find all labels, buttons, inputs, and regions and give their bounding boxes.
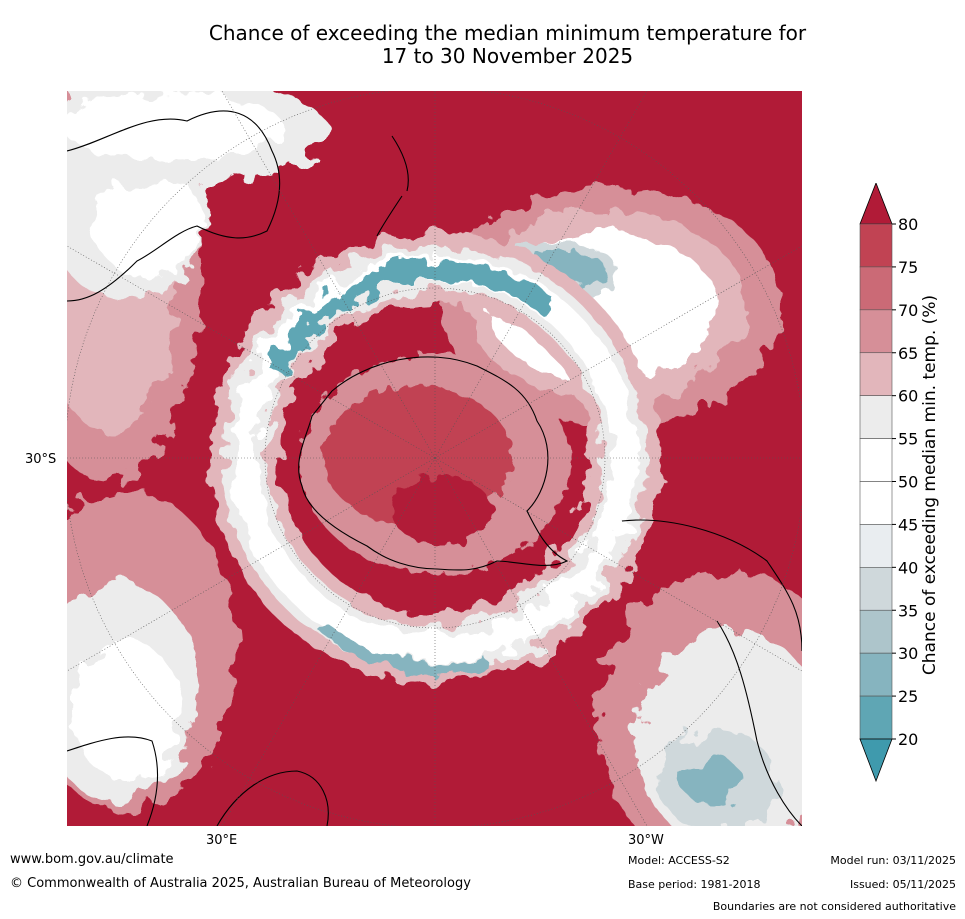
lon-label-30e: 30°E xyxy=(206,833,238,848)
model-run-text: Model run: 03/11/2025 xyxy=(830,854,956,867)
colorbar-band xyxy=(859,524,893,568)
colorbar-band xyxy=(859,609,893,654)
copyright-text: © Commonwealth of Australia 2025, Austra… xyxy=(10,876,471,891)
coast-south-america xyxy=(621,519,802,826)
colorbar-tick-label: 20 xyxy=(898,730,918,749)
colorbar-band xyxy=(859,395,893,439)
lat-label-30s: 30°S xyxy=(25,452,57,467)
colorbar-tick-label: 55 xyxy=(898,430,918,449)
colorbar-band xyxy=(859,352,893,396)
coast-africa xyxy=(67,736,158,826)
colorbar-tick-label: 65 xyxy=(898,344,918,363)
coast-antarctica xyxy=(298,356,569,571)
colorbar-tick-label: 40 xyxy=(898,558,918,577)
colorbar-tick-label: 70 xyxy=(898,301,918,320)
teal-arc-north xyxy=(268,259,554,376)
colorbar-title: Chance of exceeding median min. temp. (%… xyxy=(920,294,940,676)
lon-label-30w: 30°W xyxy=(628,833,664,848)
colorbar-band xyxy=(859,438,893,482)
colorbar-tick-label: 75 xyxy=(898,258,918,277)
probability-map xyxy=(67,91,802,826)
colorbar-tick-label: 30 xyxy=(898,644,918,663)
colorbar-tick-label: 60 xyxy=(898,387,918,406)
coast-australia xyxy=(67,110,281,302)
disclaimer-text: Boundaries are not considered authoritat… xyxy=(712,900,956,913)
title-line-1: Chance of exceeding the median minimum t… xyxy=(208,21,807,45)
colorbar-band xyxy=(859,567,893,611)
colorbar-tick-label: 50 xyxy=(898,473,918,492)
colorbar-tick-label: 45 xyxy=(898,515,918,534)
colorbar-over-arrow xyxy=(859,183,893,225)
colorbar-band xyxy=(859,652,893,697)
colorbar-band xyxy=(859,309,893,354)
colorbar-tick-label: 80 xyxy=(898,215,918,234)
title-line-2: 17 to 30 November 2025 xyxy=(381,44,634,68)
model-text: Model: ACCESS-S2 xyxy=(628,854,730,867)
coast-southern-africa xyxy=(216,770,329,826)
colorbar-band xyxy=(859,223,893,268)
coast-new-zealand xyxy=(376,135,409,237)
chart-title: Chance of exceeding the median minimum t… xyxy=(120,22,895,68)
base-period-text: Base period: 1981-2018 xyxy=(628,878,761,891)
colorbar-under-arrow xyxy=(859,738,893,783)
teal-arc-south xyxy=(323,626,489,675)
website-link[interactable]: www.bom.gov.au/climate xyxy=(10,852,174,867)
issued-text: Issued: 05/11/2025 xyxy=(849,878,956,891)
colorbar-tick-label: 25 xyxy=(898,687,918,706)
colorbar: 80 75 70 65 60 55 50 45 40 35 30 25 20 xyxy=(859,183,918,783)
meridian-30e xyxy=(221,457,436,826)
colorbar-band xyxy=(859,695,893,740)
colorbar-tick-label: 35 xyxy=(898,601,918,620)
colorbar-band xyxy=(859,481,893,525)
colorbar-band xyxy=(859,266,893,311)
